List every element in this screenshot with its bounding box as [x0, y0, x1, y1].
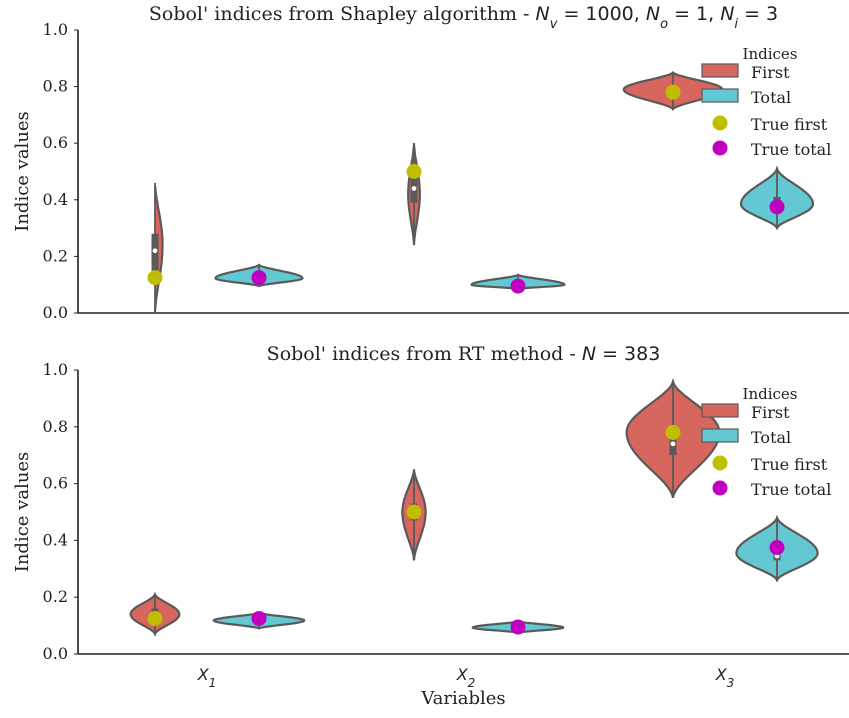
violin-median-dot: [411, 186, 417, 191]
true-total-point: [251, 611, 267, 626]
legend-label: True first: [751, 115, 828, 134]
chart-panel-1: Sobol' indices from Shapley algorithm - …: [12, 3, 849, 322]
y-tick-label: 0.6: [43, 474, 68, 493]
y-axis-label: Indice values: [12, 452, 33, 573]
true-total-point: [251, 270, 267, 286]
true-first-point: [406, 504, 422, 520]
violin-median-dot: [152, 248, 158, 254]
x-tick-label: X3: [715, 665, 735, 690]
y-tick-label: 0.2: [43, 587, 68, 606]
legend-swatch-total: [701, 428, 739, 443]
y-tick-label: 0.2: [43, 246, 68, 265]
true-first-point: [147, 611, 163, 626]
legend-label: First: [751, 403, 790, 422]
y-tick-label: 0.0: [43, 303, 68, 322]
y-tick-label: 0.8: [43, 77, 68, 96]
legend-label: Total: [751, 428, 791, 447]
y-tick-label: 0.0: [43, 644, 68, 663]
legend-swatch-first: [701, 63, 739, 78]
legend-label: True total: [751, 480, 831, 499]
true-first-point: [665, 424, 681, 440]
legend-marker-true-first: [712, 115, 728, 131]
legend-label: First: [751, 63, 790, 82]
legend-swatch-total: [701, 88, 739, 103]
legend-title: Indices: [743, 45, 798, 63]
legend-title: Indices: [743, 385, 798, 403]
true-first-point: [147, 270, 163, 286]
true-total-point: [510, 619, 526, 635]
true-total-point: [769, 199, 785, 215]
true-first-point: [665, 84, 681, 100]
y-tick-label: 1.0: [43, 20, 68, 39]
legend-marker-true-total: [712, 480, 728, 496]
x-axis-label: Variables: [420, 688, 505, 709]
chart-title: Sobol' indices from RT method - N = 383: [267, 343, 661, 365]
violin-median-dot: [670, 441, 676, 447]
true-total-point: [769, 540, 785, 555]
y-tick-label: 0.4: [43, 530, 68, 549]
legend-label: True first: [751, 455, 828, 474]
violin-iqr-box: [669, 426, 677, 456]
x-tick-label: X1: [197, 665, 217, 690]
legend-marker-true-first: [712, 455, 728, 471]
true-first-point: [406, 164, 422, 179]
y-tick-label: 0.8: [43, 417, 68, 436]
y-tick-label: 0.4: [43, 190, 68, 209]
chart-title: Sobol' indices from Shapley algorithm - …: [149, 3, 778, 32]
legend-marker-true-total: [712, 140, 728, 156]
x-tick-label: X2: [456, 665, 476, 690]
legend-label: Total: [751, 88, 791, 107]
true-total-point: [510, 278, 526, 294]
y-tick-label: 0.6: [43, 133, 68, 152]
y-axis-label: Indice values: [12, 111, 33, 232]
y-tick-label: 1.0: [43, 360, 68, 379]
chart-panel-2: Sobol' indices from RT method - N = 383 0…: [12, 343, 849, 663]
legend-label: True total: [751, 140, 831, 159]
legend-swatch-first: [701, 403, 739, 418]
